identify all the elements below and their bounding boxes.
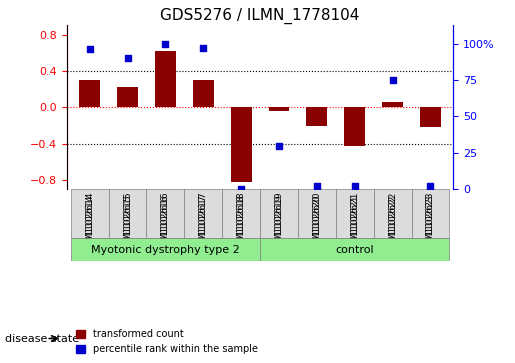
Text: GSM1102619: GSM1102619 (274, 192, 284, 252)
Point (351, 183, 359, 189)
Text: GSM1102617: GSM1102617 (199, 194, 208, 255)
Text: GSM1102622: GSM1102622 (388, 194, 397, 254)
Point (388, 77, 397, 83)
Point (426, 183, 435, 189)
Bar (420, 107, 441, 127)
Text: GSM1102614: GSM1102614 (85, 192, 94, 252)
FancyBboxPatch shape (109, 189, 146, 238)
Point (199, 45, 208, 51)
Point (275, 143, 283, 148)
FancyBboxPatch shape (374, 189, 411, 238)
Text: disease state: disease state (5, 334, 79, 344)
Text: GSM1102621: GSM1102621 (350, 194, 359, 255)
Text: GSM1102621: GSM1102621 (350, 192, 359, 252)
Text: GSM1102618: GSM1102618 (236, 194, 246, 255)
Text: GSM1102620: GSM1102620 (313, 192, 321, 252)
FancyBboxPatch shape (71, 238, 260, 261)
FancyBboxPatch shape (146, 189, 184, 238)
Point (313, 183, 321, 189)
Legend: transformed count, percentile rank within the sample: transformed count, percentile rank withi… (72, 326, 262, 358)
Text: GSM1102622: GSM1102622 (388, 192, 397, 252)
FancyBboxPatch shape (71, 189, 109, 238)
FancyBboxPatch shape (298, 189, 336, 238)
Bar (269, 107, 289, 111)
Text: GSM1102616: GSM1102616 (161, 194, 170, 255)
FancyBboxPatch shape (222, 189, 260, 238)
Bar (382, 102, 403, 107)
Bar (117, 87, 138, 107)
Text: GSM1102623: GSM1102623 (426, 194, 435, 255)
Text: control: control (335, 245, 374, 255)
Bar (193, 80, 214, 107)
FancyBboxPatch shape (411, 189, 450, 238)
Bar (231, 107, 251, 182)
Point (237, 186, 245, 192)
Text: GSM1102623: GSM1102623 (426, 192, 435, 252)
FancyBboxPatch shape (336, 189, 374, 238)
FancyBboxPatch shape (260, 189, 298, 238)
Text: GSM1102619: GSM1102619 (274, 194, 284, 255)
Point (124, 55, 132, 61)
Bar (79, 80, 100, 107)
Point (85, 46, 94, 52)
Bar (155, 51, 176, 107)
Bar (345, 107, 365, 146)
Text: GSM1102616: GSM1102616 (161, 192, 170, 252)
Text: GSM1102620: GSM1102620 (313, 194, 321, 255)
Text: GSM1102615: GSM1102615 (123, 192, 132, 252)
Text: GSM1102614: GSM1102614 (85, 194, 94, 255)
Title: GDS5276 / ILMN_1778104: GDS5276 / ILMN_1778104 (160, 8, 360, 24)
Bar (306, 107, 328, 126)
Text: GSM1102615: GSM1102615 (123, 194, 132, 255)
Text: GSM1102618: GSM1102618 (236, 192, 246, 252)
FancyBboxPatch shape (260, 238, 450, 261)
FancyBboxPatch shape (184, 189, 222, 238)
Text: GSM1102617: GSM1102617 (199, 192, 208, 252)
Text: Myotonic dystrophy type 2: Myotonic dystrophy type 2 (91, 245, 240, 255)
Point (161, 41, 169, 46)
